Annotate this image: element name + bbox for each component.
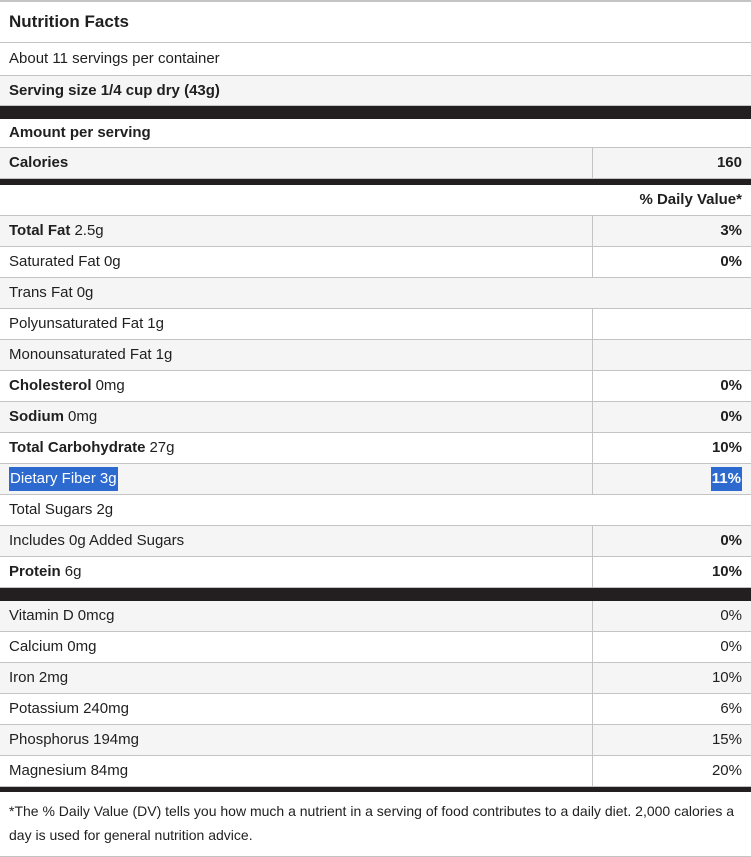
- nutrient-amount: 1g: [155, 346, 173, 363]
- serving-size: Serving size 1/4 cup dry (43g): [0, 76, 751, 106]
- micronutrient-row-phosphorus: Phosphorus 194mg 15%: [0, 725, 751, 756]
- nutrient-amount: 0mg: [95, 377, 125, 394]
- micronutrient-row-iron: Iron 2mg 10%: [0, 663, 751, 694]
- nutrient-name: Total Fat: [9, 222, 71, 239]
- micronutrient-row-vitamin-d: Vitamin D 0mcg 0%: [0, 601, 751, 632]
- thick-divider-bar: [0, 588, 751, 601]
- nutrient-amount: 2mg: [38, 669, 69, 686]
- calories-value: 160: [716, 154, 742, 171]
- thick-divider-bar: [0, 106, 751, 119]
- nutrient-dv: 15%: [711, 731, 742, 748]
- nutrient-dv: 20%: [711, 762, 742, 779]
- micronutrient-row-calcium: Calcium 0mg 0%: [0, 632, 751, 663]
- nutrient-row-cholesterol: Cholesterol 0mg 0%: [0, 371, 751, 402]
- nutrient-amount: 0mcg: [77, 607, 115, 624]
- nutrient-amount: 0mg: [68, 408, 98, 425]
- nutrient-amount: 2.5g: [74, 222, 104, 239]
- nutrient-amount: 240mg: [83, 700, 129, 717]
- nutrient-row-sodium: Sodium 0mg 0%: [0, 402, 751, 433]
- nutrient-dv: 0%: [720, 377, 742, 394]
- thin-divider-bar: [0, 179, 751, 185]
- nutrient-row-trans-fat: Trans Fat 0g: [0, 278, 751, 309]
- nutrient-dv: [593, 340, 751, 370]
- nutrient-dv: 10%: [711, 563, 742, 580]
- nutrient-row-polyunsaturated-fat: Polyunsaturated Fat 1g: [0, 309, 751, 340]
- nutrient-dv: 0%: [720, 408, 742, 425]
- nutrient-amount: 6g: [64, 563, 82, 580]
- nutrient-name: Saturated Fat: [9, 253, 100, 270]
- nutrient-dv: 0%: [720, 532, 742, 549]
- nutrient-row-total-fat: Total Fat 2.5g 3%: [0, 216, 751, 247]
- nutrient-name: Phosphorus: [9, 731, 90, 748]
- nutrient-dv: 0%: [720, 253, 742, 270]
- nutrient-name: Total Carbohydrate: [9, 439, 146, 456]
- nutrient-name: Monounsaturated Fat: [9, 346, 152, 363]
- nutrient-name: Vitamin D: [9, 607, 74, 624]
- nutrient-name: Protein: [9, 563, 61, 580]
- selected-dv[interactable]: 11%: [710, 467, 742, 491]
- nutrient-amount: 27g: [149, 439, 175, 456]
- nutrient-dv: 3%: [720, 222, 742, 239]
- nutrient-amount: 1g: [147, 315, 164, 332]
- nutrient-name: Potassium: [9, 700, 80, 717]
- nutrient-dv: 10%: [711, 669, 742, 686]
- nutrient-row-added-sugars: Includes 0g Added Sugars 0%: [0, 526, 751, 557]
- nutrient-row-saturated-fat: Saturated Fat 0g 0%: [0, 247, 751, 278]
- nutrient-amount: 0mg: [67, 638, 97, 655]
- nutrient-amount: 0g: [103, 253, 121, 270]
- nutrient-dv: [593, 309, 751, 339]
- nutrient-row-monounsaturated-fat: Monounsaturated Fat 1g: [0, 340, 751, 371]
- amount-per-serving: Amount per serving: [0, 119, 751, 148]
- thin-divider-bar: [0, 787, 751, 792]
- nutrient-name: Includes 0g Added Sugars: [9, 532, 185, 549]
- nutrient-name: Sodium: [9, 408, 64, 425]
- nutrient-name: Calcium: [9, 638, 64, 655]
- nutrient-row-total-carbohydrate: Total Carbohydrate 27g 10%: [0, 433, 751, 464]
- nutrient-row-total-sugars: Total Sugars 2g: [0, 495, 751, 526]
- calories-row: Calories 160: [0, 148, 751, 179]
- calories-label: Calories: [0, 148, 593, 178]
- nutrient-name: Magnesium: [9, 762, 87, 779]
- nutrient-amount: 0g: [76, 284, 94, 301]
- nutrient-dv: 10%: [711, 439, 742, 456]
- micronutrient-row-magnesium: Magnesium 84mg 20%: [0, 756, 751, 787]
- nutrient-name: Dietary Fiber: [10, 470, 96, 487]
- nutrient-row-protein: Protein 6g 10%: [0, 557, 751, 588]
- nutrient-name: Trans Fat: [9, 284, 73, 301]
- panel-title: Nutrition Facts: [0, 2, 751, 43]
- nutrient-dv: 0%: [720, 607, 742, 624]
- nutrient-row-dietary-fiber: Dietary Fiber 3g 11%: [0, 464, 751, 495]
- selected-text[interactable]: Dietary Fiber 3g: [9, 467, 118, 491]
- daily-value-footnote: *The % Daily Value (DV) tells you how mu…: [0, 792, 751, 857]
- nutrient-name: Total Sugars: [9, 501, 93, 518]
- servings-per-container: About 11 servings per container: [0, 43, 751, 76]
- nutrient-name: Cholesterol: [9, 377, 92, 394]
- daily-value-header: % Daily Value*: [0, 185, 751, 216]
- micronutrient-row-potassium: Potassium 240mg 6%: [0, 694, 751, 725]
- nutrient-name: Polyunsaturated Fat: [9, 315, 144, 332]
- nutrient-name: Iron: [9, 669, 35, 686]
- nutrient-amount: 3g: [99, 470, 117, 487]
- nutrient-dv: 0%: [720, 638, 742, 655]
- nutrient-amount: 84mg: [90, 762, 129, 779]
- nutrient-dv: 6%: [720, 700, 742, 717]
- nutrient-amount: 194mg: [93, 731, 139, 748]
- nutrient-amount: 2g: [96, 501, 114, 518]
